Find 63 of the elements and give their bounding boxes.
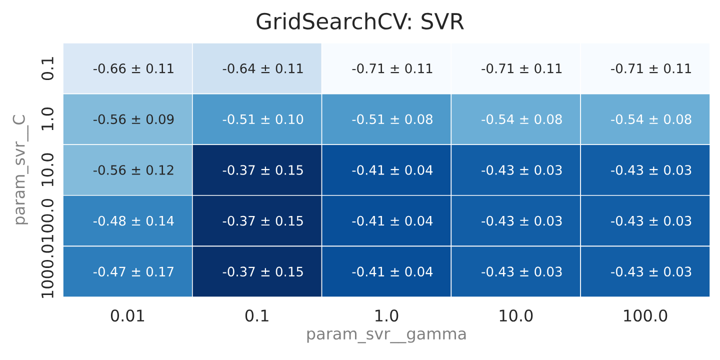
annotation: ± 0.03	[520, 216, 562, 226]
annotation: ± 0.11	[390, 63, 432, 74]
annotation: ± 0.03	[650, 266, 692, 277]
data-label: -0.43	[611, 165, 644, 175]
x-tick-label: 1.0	[376, 310, 398, 322]
y-tick-label: 1000.0	[41, 244, 54, 298]
annotation: ± 0.03	[650, 216, 692, 226]
data-label: -0.43	[611, 266, 644, 277]
data-label: -0.41	[352, 216, 384, 226]
data-label: -0.64	[222, 63, 256, 74]
x-tick-label: 0.01	[110, 310, 144, 322]
data-label: -0.51	[222, 114, 255, 124]
annotation: ± 0.04	[390, 165, 433, 175]
data-label: -0.37	[222, 165, 255, 175]
data-label: -0.43	[482, 216, 514, 226]
annotation: ± 0.11	[650, 63, 691, 74]
annotation: ± 0.03	[520, 165, 562, 175]
annotation: ± 0.17	[132, 266, 174, 277]
data-label: -0.54	[482, 114, 514, 124]
data-label: -0.51	[352, 114, 384, 124]
annotation: ± 0.10	[261, 114, 304, 124]
annotation: ± 0.11	[132, 63, 174, 74]
data-label: -0.56	[93, 165, 126, 175]
data-label: -0.43	[482, 266, 514, 277]
annotation: ± 0.12	[132, 165, 174, 175]
annotation: ± 0.04	[390, 216, 433, 226]
data-label: -0.43	[482, 165, 514, 175]
data-label: -0.71	[352, 63, 384, 74]
x-tick-label: 0.1	[245, 310, 268, 322]
annotation: ± 0.03	[650, 165, 692, 175]
data-label: -0.41	[352, 165, 384, 175]
annotation: ± 0.15	[261, 266, 303, 277]
data-label: -0.41	[352, 266, 384, 277]
data-label: -0.47	[93, 266, 126, 277]
x-axis-title: param_svr__gamma	[307, 330, 466, 344]
chart-title: GridSearchCV: SVR	[256, 12, 464, 30]
annotation: ± 0.08	[390, 114, 432, 124]
y-tick-label: 10.0	[41, 153, 54, 186]
data-label: -0.56	[93, 114, 126, 124]
annotation: ± 0.04	[390, 266, 433, 277]
x-tick-label: 100.0	[624, 310, 668, 322]
annotation: ± 0.15	[261, 165, 303, 175]
y-tick-label: 1.0	[41, 108, 54, 130]
annotation: ± 0.08	[520, 114, 562, 124]
data-label: -0.66	[93, 63, 126, 74]
annotation: ± 0.11	[520, 63, 562, 74]
data-label: -0.71	[611, 63, 643, 74]
y-tick-label: 0.1	[41, 57, 54, 80]
annotation: ± 0.09	[132, 114, 174, 124]
data-label: -0.48	[93, 216, 126, 226]
data-label: -0.43	[611, 216, 644, 226]
y-axis-title: param_svr__C	[12, 115, 28, 224]
annotation: ± 0.14	[132, 216, 174, 226]
y-tick-label: 100.0	[41, 198, 54, 242]
annotation: ± 0.11	[261, 63, 303, 74]
annotation: ± 0.15	[261, 216, 303, 226]
data-label: -0.37	[222, 216, 255, 226]
annotation: ± 0.08	[650, 114, 692, 124]
data-label: -0.71	[482, 63, 514, 74]
annotation: ± 0.03	[520, 266, 562, 277]
x-tick-label: 10.0	[500, 310, 533, 322]
data-label: -0.54	[611, 114, 644, 124]
data-label: -0.37	[222, 266, 255, 277]
